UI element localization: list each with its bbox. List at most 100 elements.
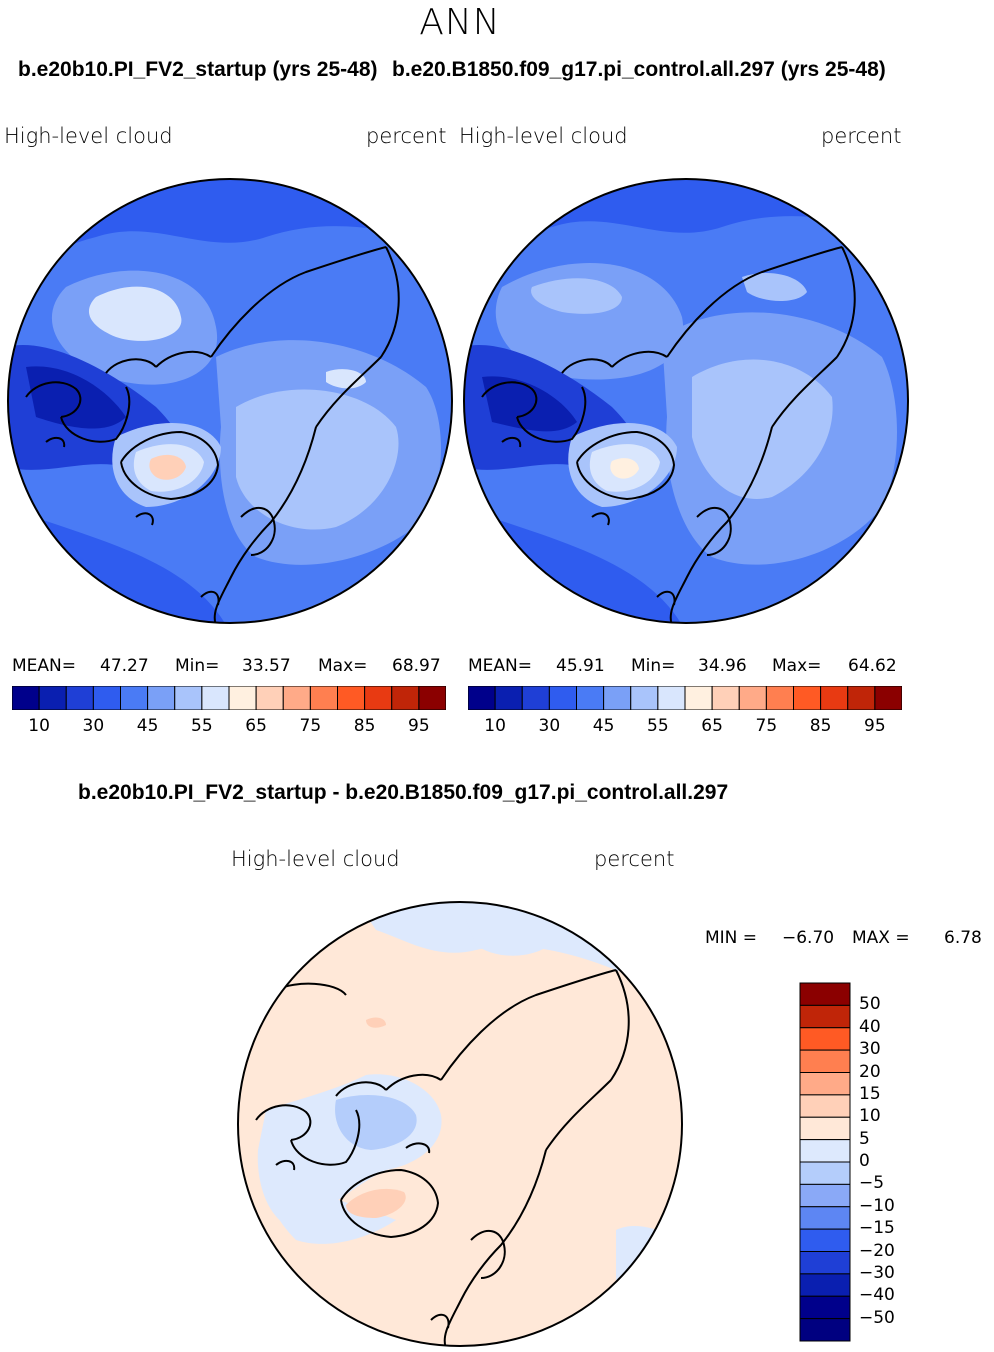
panel-1-colorbar-color-box — [38, 686, 67, 710]
diff-colorbar-tick-label: −20 — [859, 1240, 895, 1261]
panel-1-mean-label: MEAN= — [12, 656, 76, 676]
diff-colorbar-tick-label: 50 — [859, 994, 881, 1015]
panel-1-colorbar-tick-label: 65 — [245, 716, 267, 736]
panel-2-mean-value: 45.91 — [556, 656, 605, 676]
panel-2-colorbar-color-box — [630, 686, 659, 710]
diff-colorbar-color-box — [799, 1094, 851, 1118]
panel-1-min-value: 33.57 — [242, 656, 291, 676]
panel-1-colorbar-color-box — [282, 686, 311, 710]
diff-min-label: MIN = — [705, 928, 758, 948]
diff-colorbar-color-box — [799, 1251, 851, 1275]
diff-colorbar-color-box — [799, 982, 851, 1006]
panel-2-colorbar-color-box — [576, 686, 605, 710]
panel-2-colorbar-color-box — [793, 686, 822, 710]
panel-2-colorbar-color-box — [765, 686, 794, 710]
panel-1-colorbar-color-box — [228, 686, 257, 710]
panel-2-colorbar-color-box — [820, 686, 849, 710]
panel-2-max-value: 64.62 — [848, 656, 897, 676]
diff-colorbar-color-box — [799, 1004, 851, 1029]
panel-2-variable-label: High-level cloud — [459, 124, 628, 148]
diff-colorbar-color-box — [799, 1273, 851, 1297]
diff-colorbar-tick-label: 10 — [859, 1106, 881, 1127]
diff-colorbar-tick-label: −5 — [859, 1173, 885, 1194]
diff-colorbar-color-box — [799, 1139, 851, 1163]
diff-colorbar-tick-label: −40 — [859, 1285, 895, 1306]
diff-colorbar-color-box — [799, 1228, 851, 1252]
panel-2-min-value: 34.96 — [698, 656, 747, 676]
diff-colorbar-tick-label: −30 — [859, 1262, 895, 1283]
diff-min-value: −6.70 — [782, 928, 835, 948]
panel-2-colorbar-tick-label: 30 — [538, 716, 561, 736]
diff-colorbar-tick-label: 5 — [859, 1128, 870, 1149]
diff-colorbar-tick-label: −15 — [859, 1218, 895, 1239]
panel-1-colorbar-color-box — [120, 686, 149, 710]
panel-1-polar-map — [7, 178, 453, 624]
panel-1-max-value: 68.97 — [392, 656, 441, 676]
panel-1-colorbar-color-box — [337, 686, 366, 710]
panel-1-colorbar-color-box — [418, 686, 446, 710]
panel-1-colorbar-tick-label: 30 — [82, 716, 105, 736]
panel-2-colorbar-tick-label: 85 — [809, 716, 832, 736]
diff-polar-map — [237, 901, 683, 1347]
panel-1-colorbar-tick-label: 95 — [408, 716, 430, 736]
diff-max-value: 6.78 — [944, 928, 982, 948]
panel-1-colorbar-tick-label: 55 — [191, 716, 213, 736]
diff-colorbar-tick-label: −50 — [859, 1307, 895, 1328]
panel-2-colorbar-tick-label: 10 — [484, 716, 506, 736]
panel-2-colorbar-color-box — [657, 686, 686, 710]
diff-colorbar — [799, 982, 851, 1342]
panel-1-colorbar-color-box — [12, 686, 40, 710]
diff-colorbar-color-box — [799, 1116, 851, 1141]
panel-2-colorbar-color-box — [711, 686, 740, 710]
panel-2-max-label: Max= — [772, 656, 822, 676]
panel-2-colorbar-color-box — [684, 686, 713, 710]
panel-1-colorbar-color-box — [174, 686, 203, 710]
diff-colorbar-color-box — [799, 1161, 851, 1185]
diff-title: b.e20b10.PI_FV2_startup - b.e20.B1850.f0… — [78, 781, 729, 804]
panel-2-colorbar-color-box — [738, 686, 767, 710]
diff-units-label: percent — [594, 847, 675, 871]
panel-1-colorbar-tick-label: 45 — [136, 716, 159, 736]
panel-1-mean-value: 47.27 — [100, 656, 149, 676]
diff-colorbar-color-box — [799, 1049, 851, 1073]
diff-colorbar-color-box — [799, 1295, 851, 1320]
panel-2-units-label: percent — [821, 124, 902, 148]
panel-2-colorbar-tick-label: 95 — [864, 716, 886, 736]
panel-1-run-title: b.e20b10.PI_FV2_startup (yrs 25-48) — [18, 58, 378, 81]
panel-2-polar-map — [463, 178, 909, 624]
panel-1-min-label: Min= — [175, 656, 220, 676]
season-title: ANN — [419, 2, 501, 43]
panel-1-colorbar-color-box — [364, 686, 393, 710]
diff-colorbar-tick-label: 30 — [859, 1039, 881, 1060]
panel-1-colorbar-color-box — [309, 686, 338, 710]
diff-colorbar-tick-label: 15 — [859, 1083, 881, 1104]
panel-1-colorbar-tick-label: 75 — [299, 716, 322, 736]
diff-colorbar-color-box — [799, 1027, 851, 1051]
panel-2-min-label: Min= — [631, 656, 676, 676]
diff-max-label: MAX = — [852, 928, 910, 948]
panel-1-colorbar — [12, 686, 446, 710]
panel-2-colorbar-color-box — [603, 686, 632, 710]
panel-2-colorbar-color-box — [874, 686, 902, 710]
panel-2-mean-label: MEAN= — [468, 656, 532, 676]
panel-1-colorbar-color-box — [147, 686, 176, 710]
panel-2-colorbar-tick-label: 55 — [647, 716, 669, 736]
panel-1-max-label: Max= — [318, 656, 368, 676]
panel-1-colorbar-color-box — [201, 686, 230, 710]
panel-1-colorbar-tick-label: 85 — [353, 716, 376, 736]
diff-colorbar-color-box — [799, 1183, 851, 1208]
panel-1-colorbar-color-box — [92, 686, 121, 710]
diff-colorbar-tick-label: 20 — [859, 1061, 881, 1082]
panel-2-colorbar-tick-label: 65 — [701, 716, 723, 736]
diff-colorbar-color-box — [799, 1072, 851, 1096]
panel-1-colorbar-tick-label: 10 — [28, 716, 50, 736]
diff-colorbar-color-box — [799, 1318, 851, 1342]
panel-2-colorbar-color-box — [521, 686, 550, 710]
diff-colorbar-color-box — [799, 1206, 851, 1230]
panel-2-colorbar-color-box — [847, 686, 876, 710]
diff-colorbar-tick-label: −10 — [859, 1195, 895, 1216]
panel-2-colorbar-tick-label: 45 — [592, 716, 615, 736]
diff-colorbar-tick-label: 40 — [859, 1016, 881, 1037]
diff-colorbar-tick-label: 0 — [859, 1151, 870, 1171]
panel-2-run-title: b.e20.B1850.f09_g17.pi_control.all.297 (… — [392, 58, 886, 81]
